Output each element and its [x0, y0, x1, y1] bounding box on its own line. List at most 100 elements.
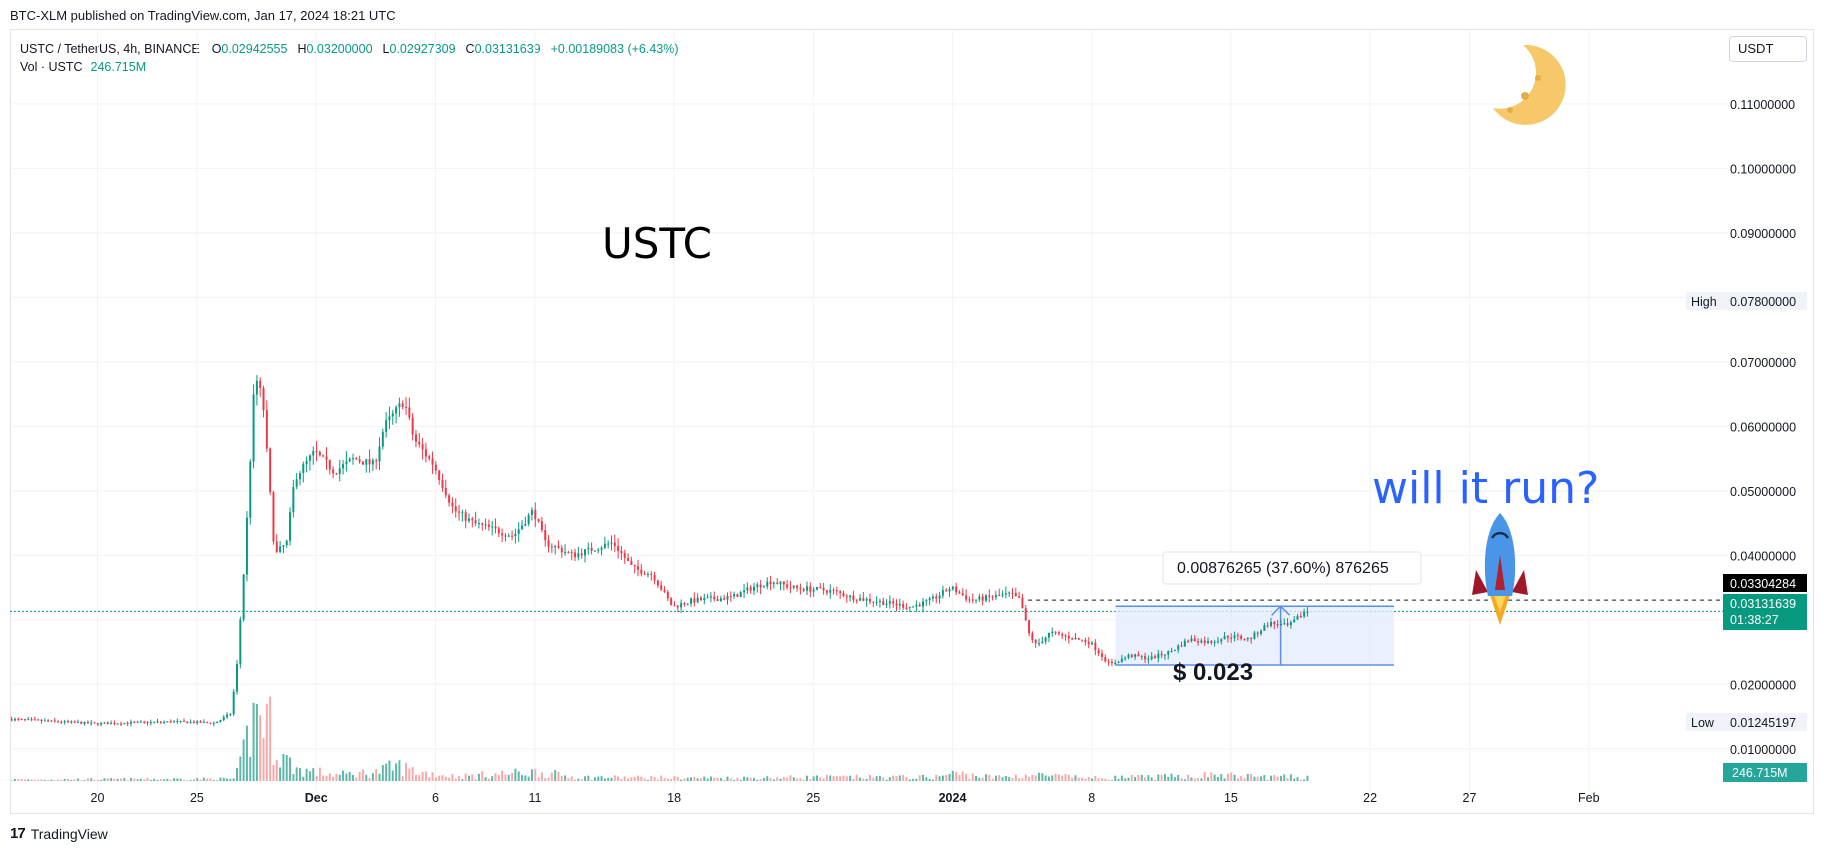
- candle-body: [1203, 640, 1206, 644]
- volume-bar: [660, 775, 663, 781]
- candle-body: [401, 403, 404, 407]
- volume-bar: [63, 779, 66, 781]
- volume-bar: [593, 777, 596, 781]
- volume-bar: [179, 778, 182, 781]
- candle-body: [222, 717, 225, 720]
- candle-body: [693, 598, 696, 603]
- volume-bar: [371, 773, 374, 781]
- volume-bar: [381, 765, 384, 781]
- candle-body: [653, 574, 656, 581]
- volume-bar: [424, 771, 427, 781]
- candle-body: [988, 595, 991, 597]
- volume-bar: [388, 760, 391, 781]
- time-axis[interactable]: 20 25 Dec 6 11 18 25 2024 8 15 22 27 Feb: [91, 791, 1600, 805]
- candle-body: [438, 470, 441, 480]
- candle-body: [570, 552, 573, 554]
- currency-button[interactable]: USDT: [1729, 36, 1807, 62]
- volume-bar: [733, 779, 736, 781]
- volume-bar: [650, 776, 653, 781]
- candle-body: [908, 606, 911, 608]
- volume-bar: [570, 776, 573, 781]
- volume-bar: [1276, 776, 1279, 781]
- volume-bar: [474, 778, 477, 781]
- volume-bar: [1226, 773, 1229, 781]
- volume-bar: [106, 778, 109, 781]
- candle-body: [428, 456, 431, 459]
- candle-body: [855, 600, 858, 602]
- volume-bar: [487, 778, 490, 781]
- price-axis[interactable]: 0.110000000.100000000.090000000.08000000…: [1730, 98, 1796, 757]
- candle-body: [941, 590, 944, 596]
- volume-bar: [50, 779, 53, 781]
- tradingview-logo-icon[interactable]: 17: [10, 825, 26, 842]
- candle-body: [1240, 635, 1243, 639]
- candle-body: [73, 721, 76, 723]
- volume-bar: [776, 777, 779, 781]
- candle-body: [792, 585, 795, 588]
- candle-body: [965, 595, 968, 600]
- volume-bar: [1134, 776, 1137, 781]
- volume-bar: [521, 775, 524, 781]
- support-annotation[interactable]: $ 0.023: [1173, 659, 1253, 686]
- candle-body: [1124, 657, 1127, 659]
- volume-bar: [129, 777, 132, 781]
- measure-label: 0.00876265 (37.60%) 876265: [1177, 560, 1389, 577]
- volume-bar: [530, 769, 533, 781]
- legend-volume-label[interactable]: Vol · USTC: [20, 60, 83, 74]
- legend-close-value: 0.03131639: [474, 42, 541, 56]
- candle-body: [418, 441, 421, 445]
- candle-body: [971, 599, 974, 601]
- candle-body: [1154, 656, 1156, 659]
- price-badge-countdown: 01:38:27: [1730, 613, 1779, 627]
- candle-body: [497, 528, 500, 534]
- candle-body: [524, 523, 527, 526]
- volume-bar: [1250, 774, 1253, 781]
- candle-body: [60, 721, 63, 723]
- candle-body: [20, 719, 23, 721]
- volume-bar: [875, 776, 878, 781]
- volume-bar: [1160, 774, 1163, 781]
- candle-body: [888, 601, 891, 604]
- volume-bar: [1104, 778, 1107, 781]
- candle-body: [799, 587, 802, 589]
- volume-bar: [958, 774, 961, 781]
- time-tick-label: 15: [1224, 791, 1238, 805]
- candle-body: [232, 691, 235, 715]
- chart-legend: USTC / TetherUS, 4h, BINANCE O 0.0294255…: [20, 40, 689, 76]
- candle-body: [159, 721, 162, 723]
- volume-bar: [1067, 774, 1070, 781]
- question-annotation[interactable]: will it run?: [1372, 463, 1599, 514]
- volume-bar: [272, 765, 275, 781]
- footer-brand[interactable]: TradingView: [30, 825, 108, 842]
- volume-bar: [683, 778, 686, 781]
- low-badge-value: 0.01245197: [1730, 716, 1796, 730]
- legend-symbol[interactable]: USTC / TetherUS, 4h, BINANCE: [20, 42, 200, 56]
- candle-body: [1246, 637, 1249, 640]
- candle-body: [968, 599, 971, 601]
- volume-bar: [762, 777, 765, 781]
- candle-body: [898, 603, 901, 606]
- candle-body: [285, 540, 288, 546]
- volume-bar: [855, 774, 858, 781]
- candle-body: [557, 546, 560, 548]
- volume-bar: [1207, 777, 1210, 781]
- legend-high-label: H: [297, 42, 307, 56]
- candle-body: [1273, 621, 1276, 625]
- time-tick-label: 20: [91, 791, 105, 805]
- volume-bar: [507, 774, 510, 781]
- candle-body: [391, 413, 394, 417]
- volume-bar: [27, 779, 30, 781]
- volume-bar: [67, 778, 69, 781]
- candle-body: [1087, 642, 1090, 645]
- price-tick-label: 0.04000000: [1730, 549, 1796, 563]
- candle-body: [189, 721, 192, 724]
- candle-body: [786, 584, 789, 588]
- title-annotation[interactable]: USTC: [602, 219, 712, 268]
- volume-bar: [1216, 776, 1219, 781]
- volume-bar: [623, 776, 626, 781]
- candle-body: [646, 573, 649, 575]
- candle-body: [1223, 636, 1226, 640]
- volume-bar: [1021, 778, 1024, 781]
- time-tick-label: 2024: [939, 791, 967, 805]
